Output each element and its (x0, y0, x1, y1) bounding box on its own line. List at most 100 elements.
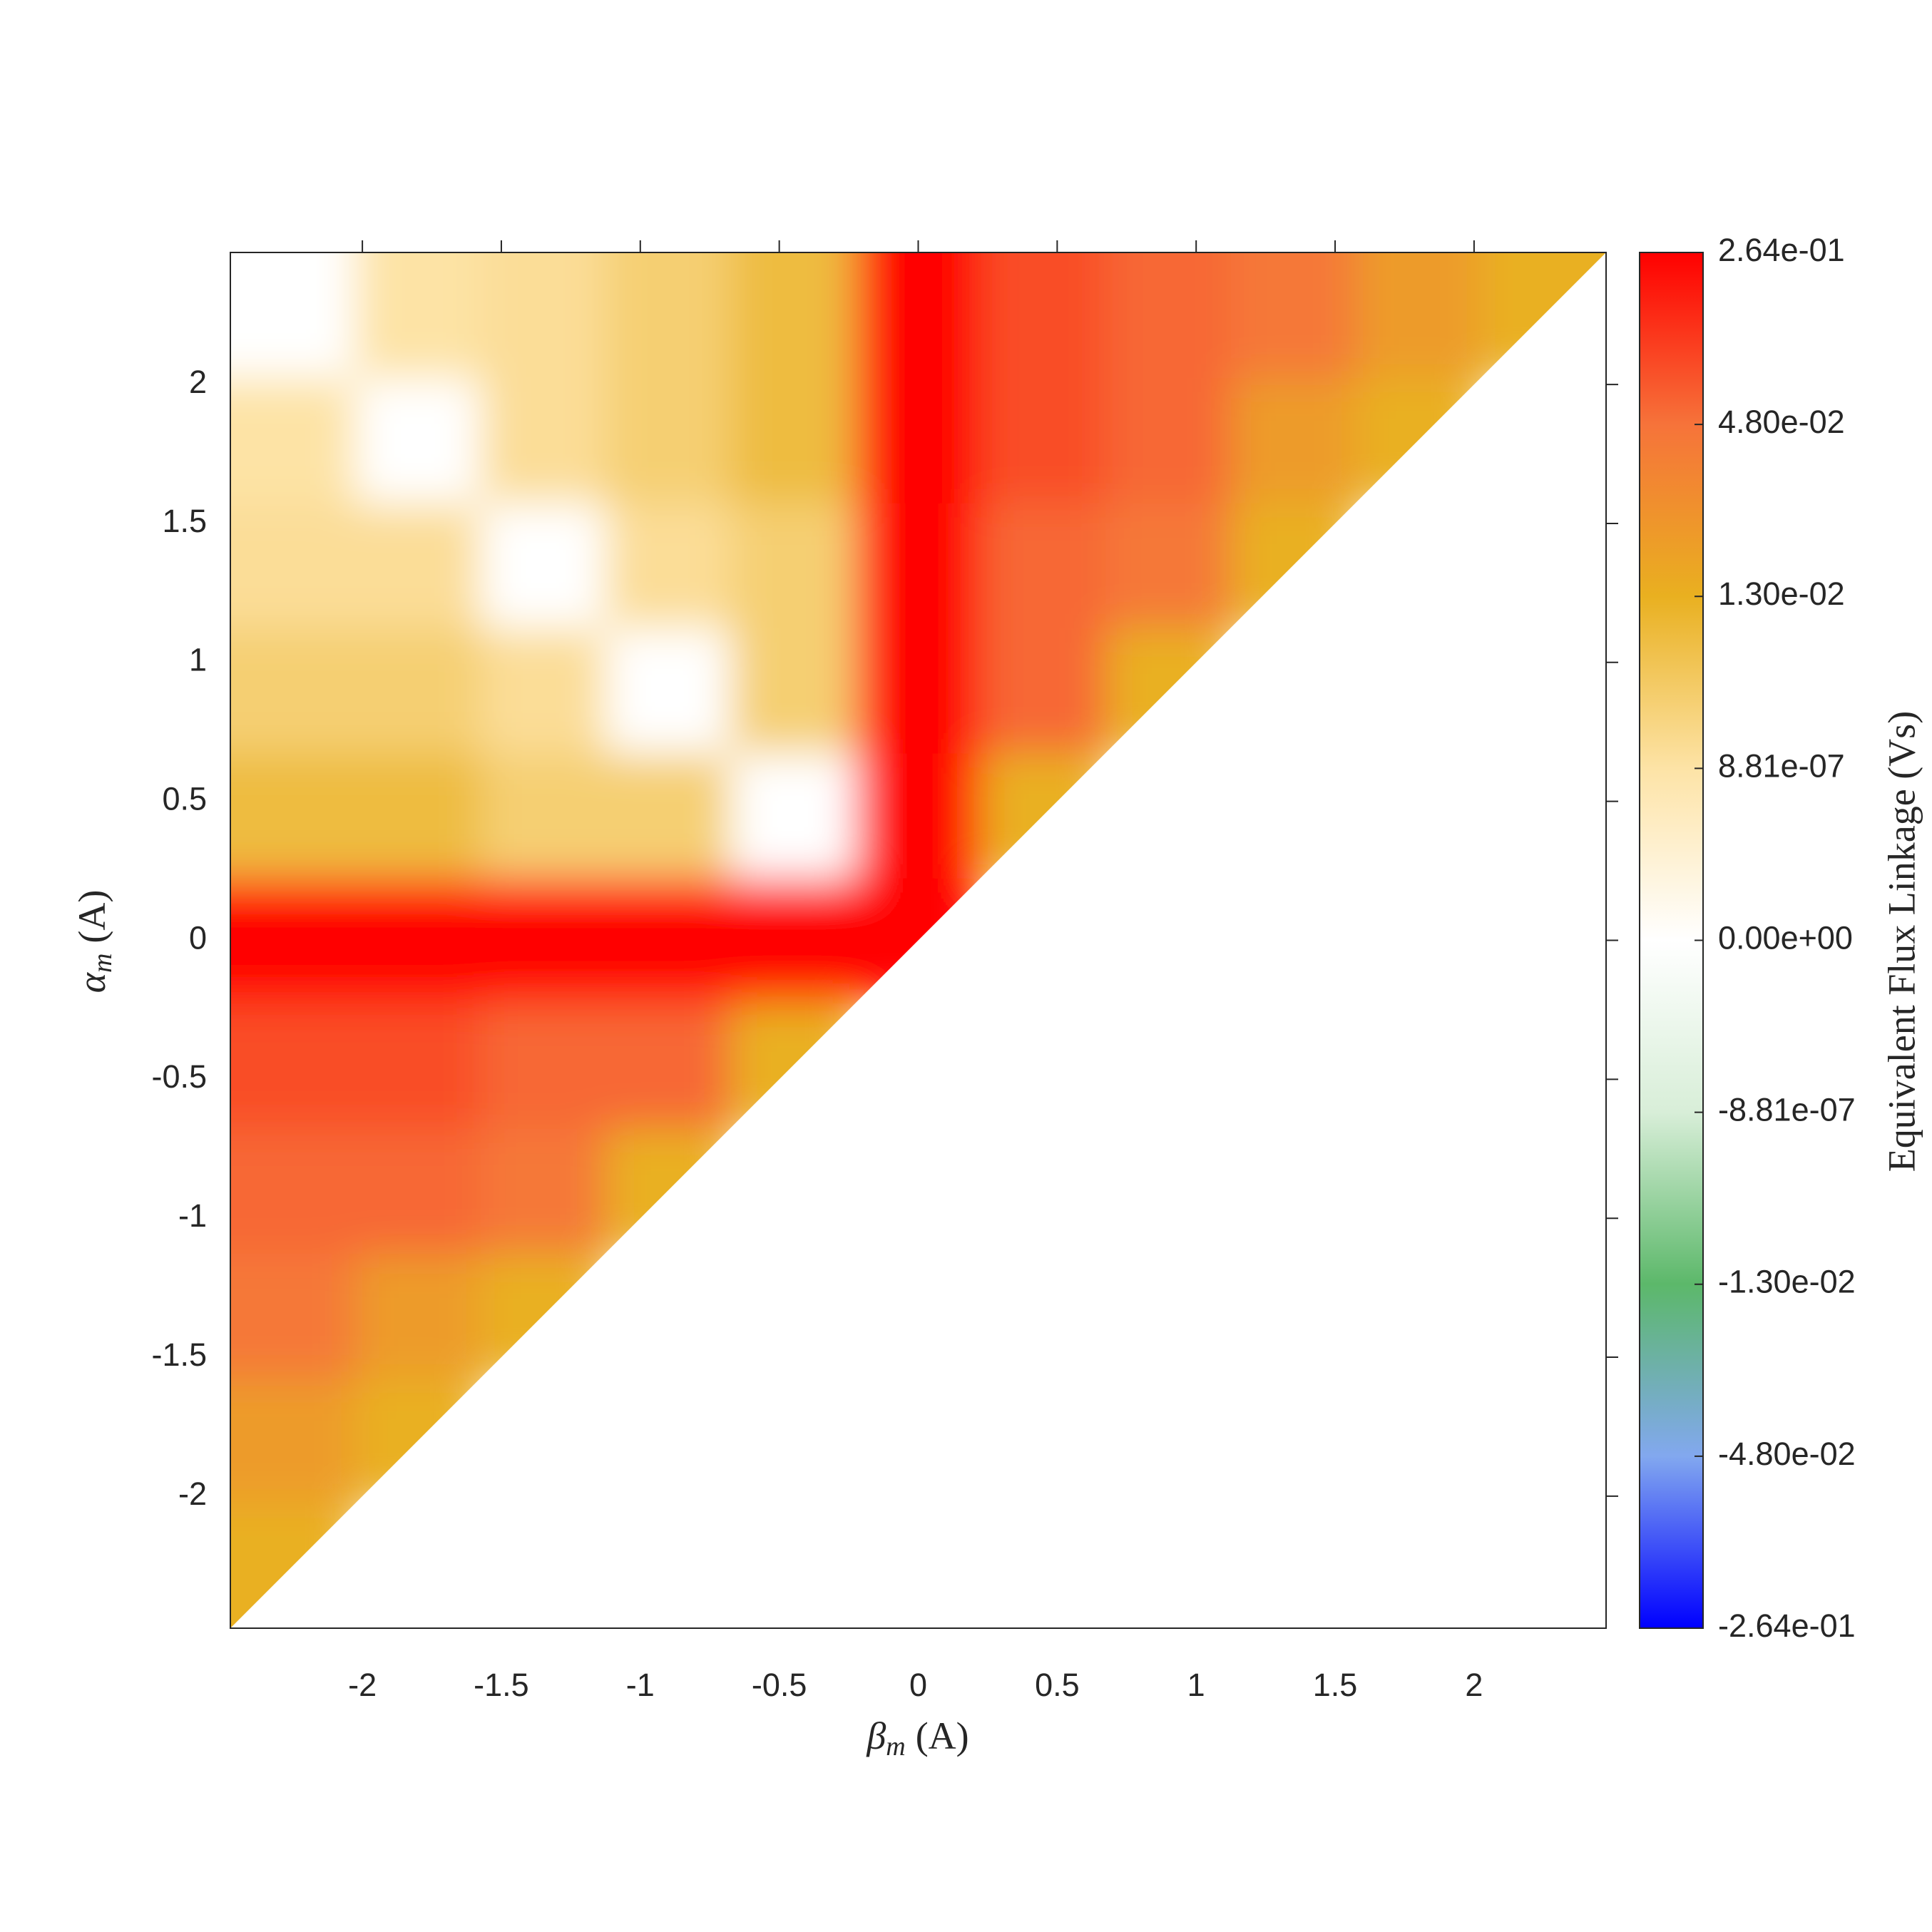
heatmap-cell (355, 877, 481, 1004)
x-axis-label: βm (A) (866, 1714, 968, 1761)
heatmap-cell (981, 628, 1107, 754)
y-tick-label: 0.5 (162, 781, 207, 817)
heatmap-cell (605, 1128, 732, 1254)
y-tick-label: 2 (189, 364, 207, 400)
heatmap-cell (605, 252, 732, 379)
heatmap-cell (1356, 252, 1482, 379)
heatmap-cell (230, 1503, 357, 1628)
heatmap-cell (480, 252, 607, 379)
heatmap-cell (230, 877, 357, 1004)
heatmap-cell (480, 628, 607, 754)
y-tick-label: 1.5 (162, 503, 207, 539)
heatmap-cell (355, 252, 481, 379)
heatmap-cell (1105, 628, 1232, 754)
heatmap-cell (730, 377, 857, 504)
heatmap-cell (855, 628, 982, 754)
heatmap-cell (730, 252, 857, 379)
heatmap-cell (480, 502, 607, 629)
y-axis-label: αm (A) (71, 890, 117, 993)
x-tick-label: -2 (348, 1667, 377, 1703)
y-tick-label: -1.5 (151, 1336, 207, 1373)
heatmap-cell (230, 628, 357, 754)
heatmap-cell (1230, 377, 1357, 504)
heatmap-cell (480, 1128, 607, 1254)
heatmap-cell (981, 752, 1107, 879)
heatmap-cell (1356, 377, 1482, 504)
heatmap-cell (230, 252, 357, 379)
heatmap-cell (730, 752, 857, 879)
colorbar-label: Equivalent Flux Linkage (Vs) (1880, 711, 1923, 1172)
heatmap-cell (1105, 502, 1232, 629)
x-tick-label: -1.5 (474, 1667, 529, 1703)
heatmap-cell (1230, 502, 1357, 629)
y-tick-label: -1 (178, 1197, 207, 1234)
heatmap-cell (355, 502, 481, 629)
colorbar-tick-label: -1.30e-02 (1718, 1264, 1856, 1300)
heatmap-cell (355, 1003, 481, 1129)
heatmap-cell (480, 877, 607, 1004)
heatmap-cell (480, 752, 607, 879)
heatmap-cell (981, 252, 1107, 379)
colorbar (1639, 252, 1704, 1629)
heatmap-cell (605, 377, 732, 504)
y-label-unit: (A) (71, 890, 113, 944)
heatmap-cell (230, 1378, 357, 1504)
y-label-sub: m (88, 954, 118, 973)
x-tick-label: -1 (626, 1667, 655, 1703)
heatmap-cell (230, 752, 357, 879)
x-tick-label: 1.5 (1313, 1667, 1358, 1703)
colorbar-tick-label: -2.64e-01 (1718, 1608, 1856, 1644)
heatmap-cell (981, 502, 1107, 629)
heatmap-cell (730, 502, 857, 629)
heatmap-cell (230, 377, 357, 504)
heatmap (230, 252, 1606, 1628)
y-tick-label: 1 (189, 642, 207, 678)
heatmap-cell (981, 377, 1107, 504)
heatmap-cell (605, 752, 732, 879)
heatmap-cell (605, 1003, 732, 1129)
heatmap-cell (1230, 252, 1357, 379)
heatmap-cell (1481, 252, 1606, 379)
colorbar-tick-label: -4.80e-02 (1718, 1436, 1856, 1472)
heatmap-cell (855, 877, 982, 1004)
y-tick-label: -0.5 (151, 1058, 207, 1095)
heatmap-cell (480, 377, 607, 504)
x-tick-label: 0 (909, 1667, 927, 1703)
heatmap-cell (855, 377, 982, 504)
heatmap-cell (855, 252, 982, 379)
x-tick-label: -0.5 (752, 1667, 807, 1703)
heatmap-cell (730, 877, 857, 1004)
heatmap-cell (355, 377, 481, 504)
colorbar-tick-label: 8.81e-07 (1718, 747, 1845, 784)
heatmap-cell (480, 1003, 607, 1129)
heatmap-cell (730, 628, 857, 754)
y-tick-label: -2 (178, 1476, 207, 1512)
heatmap-cell (355, 1128, 481, 1254)
x-label-sub: m (886, 1732, 905, 1762)
heatmap-cell (355, 628, 481, 754)
heatmap-cell (480, 1252, 607, 1379)
heatmap-cell (605, 877, 732, 1004)
heatmap-cell (1105, 377, 1232, 504)
colorbar-tick-label: -8.81e-07 (1718, 1092, 1856, 1128)
colorbar-tick-label: 1.30e-02 (1718, 576, 1845, 612)
x-label-symbol: β (866, 1714, 886, 1757)
heatmap-cell (355, 1252, 481, 1379)
y-tick-label: 0 (189, 919, 207, 956)
heatmap-cell (230, 1252, 357, 1379)
heatmap-cell (355, 752, 481, 879)
heatmap-cell (230, 1128, 357, 1254)
heatmap-cell (605, 502, 732, 629)
heatmap-cell (230, 1003, 357, 1129)
x-tick-label: 1 (1187, 1667, 1205, 1703)
x-tick-label: 2 (1465, 1667, 1483, 1703)
heatmap-cell (605, 628, 732, 754)
heatmap-clip (230, 252, 1606, 1628)
heatmap-cell (855, 502, 982, 629)
colorbar-tick-label: 4.80e-02 (1718, 404, 1845, 440)
heatmap-cell (1105, 252, 1232, 379)
heatmap-cell (855, 752, 982, 879)
heatmap-cell (355, 1378, 481, 1504)
colorbar-tick-label: 2.64e-01 (1718, 232, 1845, 268)
